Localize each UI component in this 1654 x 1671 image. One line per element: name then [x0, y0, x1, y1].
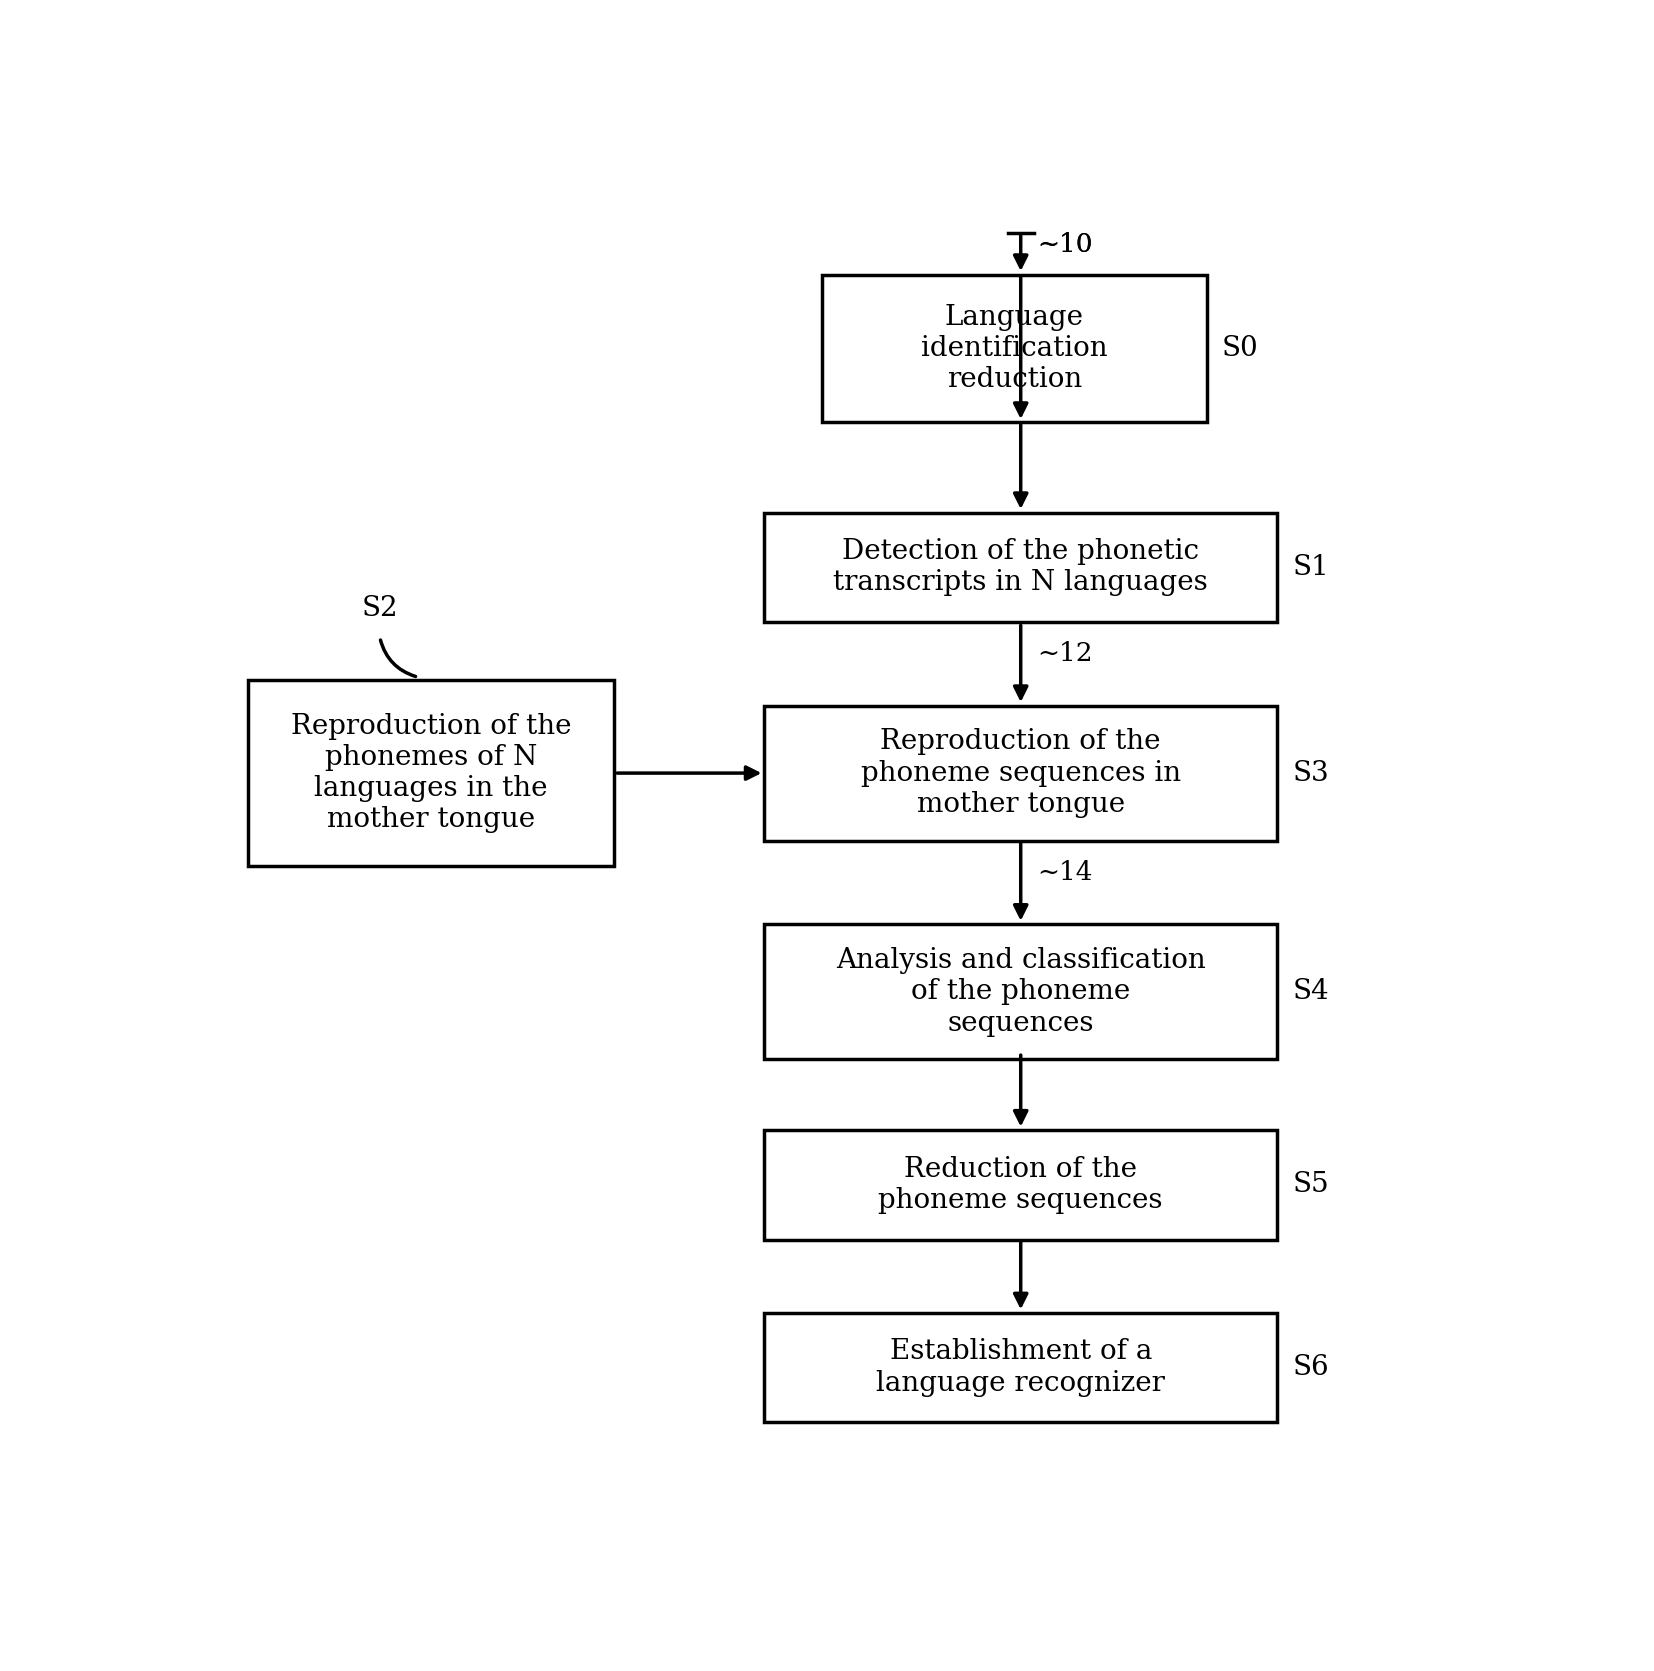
- FancyBboxPatch shape: [764, 513, 1277, 622]
- FancyBboxPatch shape: [764, 705, 1277, 841]
- Text: Analysis and classification
of the phoneme
sequences: Analysis and classification of the phone…: [835, 947, 1206, 1036]
- Text: Establishment of a
language recognizer: Establishment of a language recognizer: [877, 1338, 1164, 1397]
- Text: Reproduction of the
phoneme sequences in
mother tongue: Reproduction of the phoneme sequences in…: [860, 729, 1181, 817]
- Text: S1: S1: [1292, 553, 1330, 582]
- Text: ~14: ~14: [1037, 859, 1093, 884]
- FancyBboxPatch shape: [764, 924, 1277, 1059]
- Text: S2: S2: [362, 595, 399, 622]
- Text: S4: S4: [1292, 978, 1330, 1006]
- FancyBboxPatch shape: [248, 680, 614, 866]
- Text: Reproduction of the
phonemes of N
languages in the
mother tongue: Reproduction of the phonemes of N langua…: [291, 714, 571, 834]
- FancyBboxPatch shape: [764, 1130, 1277, 1240]
- Text: S3: S3: [1292, 760, 1330, 787]
- Text: S6: S6: [1292, 1354, 1330, 1380]
- Text: ~10: ~10: [1037, 232, 1093, 257]
- Text: ~10: ~10: [1037, 232, 1093, 257]
- Text: Detection of the phonetic
transcripts in N languages: Detection of the phonetic transcripts in…: [834, 538, 1207, 597]
- Text: Language
identification
reduction: Language identification reduction: [921, 304, 1108, 393]
- Text: ~12: ~12: [1037, 642, 1093, 667]
- Text: S5: S5: [1292, 1171, 1330, 1198]
- FancyBboxPatch shape: [822, 274, 1207, 423]
- FancyBboxPatch shape: [764, 1313, 1277, 1422]
- Text: S0: S0: [1222, 334, 1259, 363]
- Text: Reduction of the
phoneme sequences: Reduction of the phoneme sequences: [878, 1156, 1163, 1213]
